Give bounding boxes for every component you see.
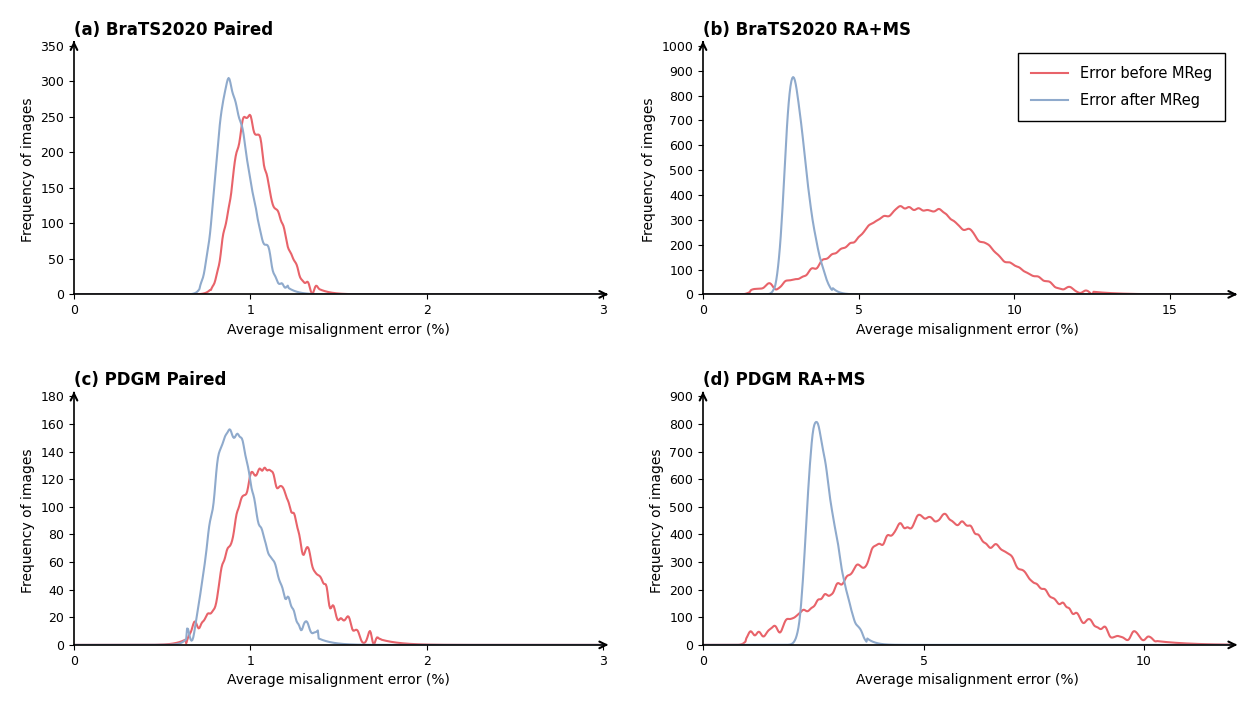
Y-axis label: Frequency of images: Frequency of images xyxy=(642,98,656,242)
Error after MReg xyxy=(1050,290,1065,299)
Error before MReg xyxy=(421,290,436,299)
Error after MReg xyxy=(222,425,237,433)
Error after MReg xyxy=(421,641,436,649)
Error after MReg xyxy=(809,418,824,426)
Error before MReg xyxy=(1050,284,1065,292)
Error before MReg xyxy=(893,202,908,210)
Error after MReg xyxy=(833,553,848,561)
Error before MReg xyxy=(595,290,610,299)
Error after MReg xyxy=(1225,290,1240,299)
Error after MReg xyxy=(1050,641,1065,649)
Y-axis label: Frequency of images: Frequency of images xyxy=(649,448,663,593)
X-axis label: Average misalignment error (%): Average misalignment error (%) xyxy=(227,323,450,336)
Error after MReg xyxy=(421,290,436,299)
Error after MReg xyxy=(202,517,217,525)
Error after MReg xyxy=(379,641,394,649)
Error after MReg xyxy=(1009,290,1024,299)
Error before MReg xyxy=(937,510,952,518)
Line: Error before MReg: Error before MReg xyxy=(74,468,603,645)
Error after MReg xyxy=(379,290,394,299)
Error before MReg xyxy=(1009,262,1024,270)
Error before MReg xyxy=(1009,561,1024,569)
Error after MReg xyxy=(595,641,610,649)
Error after MReg xyxy=(160,641,175,649)
Error after MReg xyxy=(306,290,322,298)
Error after MReg xyxy=(202,229,217,237)
Error before MReg xyxy=(202,610,217,618)
Error before MReg xyxy=(789,612,804,620)
Y-axis label: Frequency of images: Frequency of images xyxy=(21,448,35,593)
Error before MReg xyxy=(696,290,711,299)
Error before MReg xyxy=(202,286,217,295)
Error before MReg xyxy=(1225,640,1240,649)
Error before MReg xyxy=(831,579,847,588)
X-axis label: Average misalignment error (%): Average misalignment error (%) xyxy=(857,673,1079,687)
Error before MReg xyxy=(466,290,481,299)
Error before MReg xyxy=(1095,624,1110,632)
Line: Error after MReg: Error after MReg xyxy=(74,78,603,295)
Line: Error before MReg: Error before MReg xyxy=(74,115,603,295)
Error before MReg xyxy=(379,290,394,299)
Error before MReg xyxy=(831,246,847,255)
Error before MReg xyxy=(242,110,257,119)
Error before MReg xyxy=(306,566,322,575)
Text: (b) BraTS2020 RA+MS: (b) BraTS2020 RA+MS xyxy=(703,21,911,39)
Error after MReg xyxy=(785,73,800,81)
Error after MReg xyxy=(160,290,175,299)
Error before MReg xyxy=(936,208,951,217)
Error before MReg xyxy=(1225,290,1240,299)
Error before MReg xyxy=(696,641,711,649)
Error after MReg xyxy=(67,641,82,649)
Error after MReg xyxy=(936,290,951,299)
Legend: Error before MReg, Error after MReg: Error before MReg, Error after MReg xyxy=(1019,53,1225,121)
X-axis label: Average misalignment error (%): Average misalignment error (%) xyxy=(227,673,450,687)
Text: (d) PDGM RA+MS: (d) PDGM RA+MS xyxy=(703,372,865,389)
Error after MReg xyxy=(466,290,481,299)
Line: Error after MReg: Error after MReg xyxy=(74,429,603,645)
Error before MReg xyxy=(379,636,394,645)
Error after MReg xyxy=(1095,641,1110,649)
Error before MReg xyxy=(257,464,273,472)
Error before MReg xyxy=(421,640,436,649)
Error before MReg xyxy=(789,275,804,283)
Error before MReg xyxy=(306,285,322,294)
Text: (c) PDGM Paired: (c) PDGM Paired xyxy=(74,372,226,389)
Error after MReg xyxy=(306,628,322,636)
Error before MReg xyxy=(67,290,82,299)
Error after MReg xyxy=(221,74,236,82)
Error before MReg xyxy=(934,511,950,520)
Error after MReg xyxy=(936,641,951,649)
Error after MReg xyxy=(789,632,804,640)
Error after MReg xyxy=(1095,290,1110,299)
Error before MReg xyxy=(466,641,481,649)
Line: Error before MReg: Error before MReg xyxy=(703,206,1232,295)
Error after MReg xyxy=(790,91,805,100)
Line: Error after MReg: Error after MReg xyxy=(703,77,1232,295)
Text: (a) BraTS2020 Paired: (a) BraTS2020 Paired xyxy=(74,21,273,39)
Y-axis label: Frequency of images: Frequency of images xyxy=(21,98,35,242)
Error after MReg xyxy=(595,290,610,299)
Error before MReg xyxy=(160,640,175,649)
Error after MReg xyxy=(67,290,82,299)
Error before MReg xyxy=(160,290,175,299)
Error after MReg xyxy=(466,641,481,649)
Error after MReg xyxy=(696,641,711,649)
X-axis label: Average misalignment error (%): Average misalignment error (%) xyxy=(857,323,1079,336)
Error after MReg xyxy=(1225,641,1240,649)
Error before MReg xyxy=(1095,288,1110,297)
Error before MReg xyxy=(67,641,82,649)
Error after MReg xyxy=(833,288,848,297)
Error after MReg xyxy=(1009,641,1024,649)
Error before MReg xyxy=(595,641,610,649)
Error after MReg xyxy=(696,290,711,299)
Line: Error after MReg: Error after MReg xyxy=(703,422,1232,645)
Error before MReg xyxy=(1050,598,1065,607)
Line: Error before MReg: Error before MReg xyxy=(703,514,1232,645)
